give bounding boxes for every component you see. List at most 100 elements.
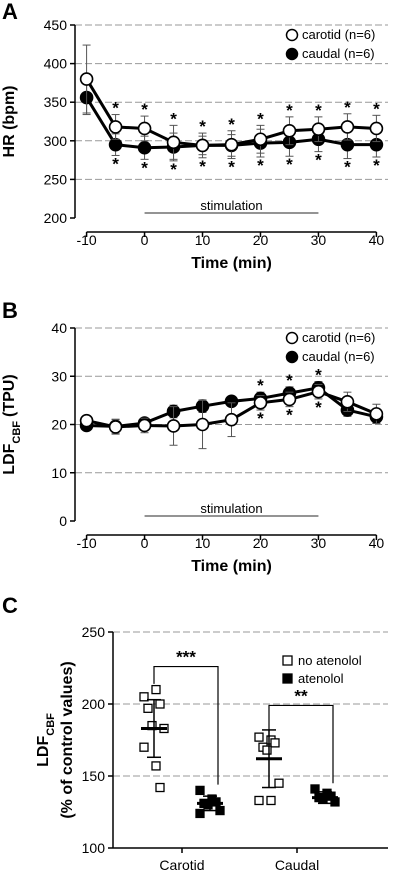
panel-a-y-axis-title: HR (bpm) [1,86,18,158]
significance-stars: *** [176,648,196,667]
no-atenolol-point [254,732,264,742]
y-tick-label: 400 [44,56,68,72]
x-tick-label: 0 [141,232,149,248]
panel-b-x-ticks: -10 0 10 20 30 40 [76,535,384,551]
panel-b: B 0 10 20 30 40 -10 0 10 20 30 40 LDFCBF (TPU) Tim… [1,298,388,575]
category-label: Carotid [159,857,204,873]
panel-b-y-title-unit: (TPU) [1,374,18,417]
significance-star-carotid: * [344,98,351,117]
carotid-data-point [166,419,181,433]
panel-c-y-ticks: 100 150 200 250 [82,624,113,856]
y-tick-label: 250 [44,171,68,187]
panel-b-significance-stars: * * * * * * [257,366,322,428]
panel-c-category-labels: Carotid Caudal [159,848,319,873]
carotid-data-point [340,120,355,134]
significance-star-caudal: * [315,151,322,170]
legend-label: carotid (n=6) [302,27,375,42]
panel-c-legend: no atenolol atenolol [282,653,362,686]
carotid-data-point [282,392,297,407]
legend-marker [285,28,299,42]
panel-a-gridlines [75,24,388,180]
y-tick-label: 0 [59,513,67,529]
panel-c-significance: ***** [153,648,334,785]
no-atenolol-point [151,684,161,695]
legend-marker [282,655,293,666]
panel-c-y-axis-title: LDFCBF [35,713,57,767]
legend-label: caudal (n=6) [302,349,375,364]
significance-star-carotid: * [286,101,293,120]
carotid-data-point [166,135,181,150]
x-tick-label: -10 [76,535,96,551]
significance-star-carotid: * [170,109,177,128]
no-atenolol-point [151,761,161,771]
panel-a-legend: carotid (n=6) caudal (n=6) [285,27,375,61]
carotid-data-point [253,132,268,147]
x-tick-label: 30 [311,232,327,248]
stimulation-label: stimulation [200,501,262,516]
no-atenolol-point [143,703,153,713]
panel-a-series [79,44,384,162]
panel-b-y-ticks: 0 10 20 30 40 [51,320,75,529]
significance-star-carotid: * [315,398,322,417]
no-atenolol-point [139,742,149,752]
panel-b-legend: carotid (n=6) caudal (n=6) [285,330,375,364]
legend-marker [285,331,299,345]
no-atenolol-point [155,699,165,709]
significance-stars: ** [294,686,308,705]
panel-b-y-title-subscript: CBF [11,421,23,444]
panel-a: A 200 250 300 350 400 450 -10 0 10 20 30 40 HR (bp… [1,0,388,272]
significance-star-carotid: * [286,406,293,425]
carotid-data-point [79,413,94,428]
y-tick-label: 200 [44,210,68,226]
carotid-data-point [311,122,326,137]
no-atenolol-point [266,795,276,806]
legend-marker [285,47,299,61]
carotid-data-point [369,407,384,421]
panel-c: C 100 150 200 250 Carotid Caudal LDFCBF (% o… [2,593,388,873]
significance-star-caudal: * [199,157,206,176]
significance-star-caudal: * [257,156,264,175]
panel-a-x-ticks: -10 0 10 20 30 40 [76,232,384,248]
category-label: Caudal [275,857,319,873]
x-tick-label: 10 [195,232,211,248]
stimulation-label: stimulation [200,198,262,213]
x-tick-label: 40 [369,535,385,551]
significance-star-carotid: * [373,99,380,118]
y-tick-label: 30 [51,368,67,384]
carotid-data-point [340,395,355,409]
panel-label-a: A [2,0,18,24]
panel-c-axes [112,632,388,849]
carotid-data-point [195,138,210,153]
carotid-data-point [137,121,152,136]
significance-star-caudal: * [286,371,293,390]
significance-star-caudal: * [112,154,119,173]
carotid-data-point [224,412,239,427]
panel-label-c: C [2,593,18,618]
panel-a-stimulation-bar: stimulation [144,198,319,214]
significance-star-carotid: * [141,100,148,119]
x-tick-label: 30 [311,535,327,551]
panel-a-significance-stars: * * * * * * * * * * * * * * * * * * * * [112,98,380,179]
panel-label-b: B [2,298,18,323]
carotid-data-point [311,384,326,399]
atenolol-point [310,784,320,794]
y-tick-label: 250 [82,624,106,640]
legend-marker [282,673,293,684]
significance-star-caudal: * [141,158,148,177]
no-atenolol-point [270,738,280,748]
significance-star-caudal: * [315,366,322,385]
y-tick-label: 40 [51,320,67,336]
x-tick-label: 10 [195,535,211,551]
no-atenolol-point [262,745,272,755]
carotid-data-point [253,395,268,410]
significance-star-caudal: * [170,160,177,179]
atenolol-point [195,808,205,819]
significance-bracket [268,704,334,784]
significance-star-caudal: * [257,376,264,395]
y-tick-label: 150 [82,768,106,784]
significance-star-caudal: * [228,158,235,177]
significance-star-caudal: * [286,155,293,174]
panel-c-y-title-main: LDF [35,736,52,767]
atenolol-point [330,797,340,807]
